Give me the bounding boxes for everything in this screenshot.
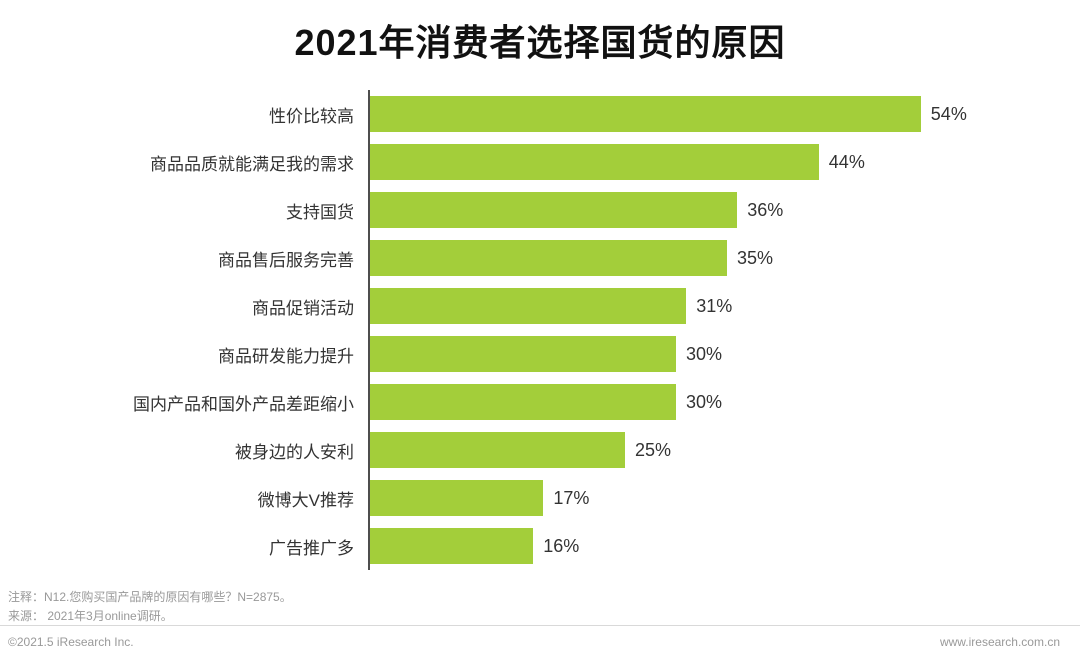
bar: [370, 192, 738, 228]
bar: [370, 240, 727, 276]
bar-track: 16%: [368, 522, 1080, 570]
bar-track: 30%: [368, 330, 1080, 378]
bar: [370, 528, 534, 564]
value-label: 35%: [737, 247, 774, 268]
chart-row: 微博大V推荐 17%: [0, 474, 1080, 522]
bar: [370, 336, 676, 372]
category-label: 支持国货: [286, 202, 354, 222]
chart-row: 商品研发能力提升 30%: [0, 330, 1080, 378]
category-label: 微博大V推荐: [257, 490, 354, 510]
bar-track: 30%: [368, 378, 1080, 426]
category-label: 性价比较高: [269, 106, 354, 126]
bar: [370, 288, 687, 324]
chart-row: 支持国货 36%: [0, 186, 1080, 234]
value-label: 17%: [553, 487, 590, 508]
website-link[interactable]: www.iresearch.com.cn: [939, 635, 1060, 650]
bar-track: 31%: [368, 282, 1080, 330]
footnotes: 注释：N12.您购买国产品牌的原因有哪些？N=2875。 来源： 2021年3月…: [8, 588, 1080, 625]
bar: [370, 96, 921, 132]
category-label: 广告推广多: [269, 538, 354, 558]
value-label: 36%: [747, 199, 784, 220]
bar-track: 17%: [368, 474, 1080, 522]
footnote-question: 注释：N12.您购买国产品牌的原因有哪些？N=2875。: [8, 590, 292, 604]
category-label: 商品研发能力提升: [218, 346, 354, 366]
chart-row: 商品品质就能满足我的需求 44%: [0, 138, 1080, 186]
bar: [370, 144, 819, 180]
bar: [370, 480, 544, 516]
chart-row: 性价比较高 54%: [0, 90, 1080, 138]
value-label: 16%: [543, 535, 580, 556]
category-label: 被身边的人安利: [235, 442, 354, 462]
value-label: 31%: [696, 295, 733, 316]
value-label: 30%: [686, 343, 723, 364]
category-label: 国内产品和国外产品差距缩小: [133, 394, 354, 414]
bar-track: 25%: [368, 426, 1080, 474]
bar-track: 36%: [368, 186, 1080, 234]
copyright-text: ©2021.5 iResearch Inc.: [8, 635, 134, 650]
value-label: 30%: [686, 391, 723, 412]
bar-track: 44%: [368, 138, 1080, 186]
chart-row: 国内产品和国外产品差距缩小 30%: [0, 378, 1080, 426]
chart-row: 被身边的人安利 25%: [0, 426, 1080, 474]
value-label: 25%: [635, 439, 672, 460]
value-label: 44%: [828, 151, 865, 172]
chart-title: 2021年消费者选择国货的原因: [294, 22, 786, 63]
chart-row: 商品促销活动 31%: [0, 282, 1080, 330]
footnote-source: 来源： 2021年3月online调研。: [8, 608, 173, 623]
bar-track: 35%: [368, 234, 1080, 282]
bar-track: 54%: [368, 90, 1080, 138]
bar-chart: 性价比较高 54% 商品品质就能满足我的需求 44% 支持国货 36% 商品售后服务完善 35…: [0, 90, 1080, 570]
category-label: 商品品质就能满足我的需求: [150, 154, 354, 174]
category-label: 商品售后服务完善: [218, 250, 354, 270]
value-label: 54%: [930, 103, 967, 124]
chart-row: 商品售后服务完善 35%: [0, 234, 1080, 282]
bar: [370, 384, 676, 420]
chart-row: 广告推广多 16%: [0, 522, 1080, 570]
bar: [370, 432, 625, 468]
footer-bar: ©2021.5 iResearch Inc. www.iresearch.com…: [0, 625, 1080, 661]
category-label: 商品促销活动: [252, 298, 354, 318]
